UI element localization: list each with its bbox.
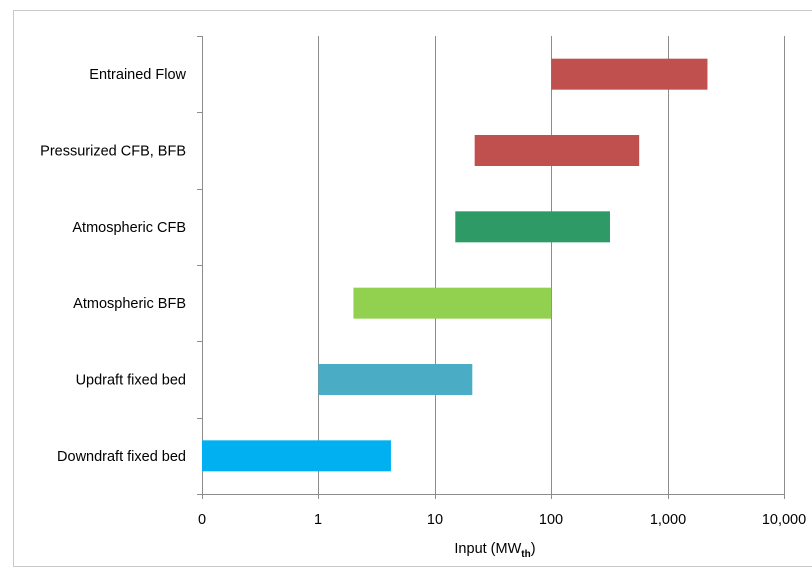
- x-tick-label: 10,000: [762, 512, 806, 528]
- range-bar: [353, 287, 552, 319]
- labels: 0 1 10 100 1,000 10,000 Entrained Flow Pressuri…: [40, 67, 806, 528]
- x-axis-title-suffix: ): [531, 541, 536, 557]
- range-bar: [455, 211, 610, 243]
- category-label: Atmospheric BFB: [73, 296, 186, 312]
- range-bar: [551, 58, 708, 90]
- x-axis-title-subscript: th: [521, 549, 530, 560]
- x-tick-label: 1,000: [650, 512, 686, 528]
- x-axis-title: Input (MWth): [454, 541, 535, 560]
- category-label: Entrained Flow: [89, 67, 186, 83]
- category-label: Atmospheric CFB: [72, 220, 186, 236]
- range-bar: [474, 135, 640, 166]
- range-bars: [202, 58, 708, 472]
- x-tick-label: 100: [539, 512, 563, 528]
- category-label: Updraft fixed bed: [76, 373, 186, 389]
- axes: [197, 36, 785, 499]
- x-tick-label: 0: [198, 512, 206, 528]
- x-axis-title-main: Input (MW: [454, 541, 521, 557]
- category-label: Downdraft fixed bed: [57, 449, 186, 465]
- category-label: Pressurized CFB, BFB: [40, 144, 186, 160]
- x-tick-label: 1: [314, 512, 322, 528]
- x-tick-label: 10: [427, 512, 443, 528]
- gridlines: [318, 36, 785, 494]
- range-bar: [202, 440, 391, 472]
- range-bar: [318, 364, 473, 395]
